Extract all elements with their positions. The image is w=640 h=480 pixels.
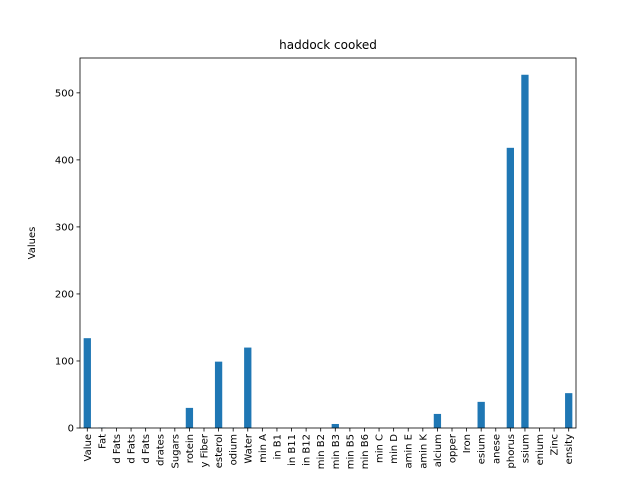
- x-tick-label-19: min B6: [360, 434, 371, 469]
- y-tick-label-2: 200: [55, 289, 74, 300]
- x-tick-label-6: Sugars: [170, 434, 181, 468]
- y-axis-label: Values: [27, 227, 38, 260]
- chart-title: haddock cooked: [279, 38, 377, 52]
- y-tick-label-3: 300: [55, 222, 74, 233]
- x-tick-label-15: in B12: [302, 434, 313, 466]
- bar-9: [214, 361, 223, 428]
- x-tick-label-27: esium: [477, 434, 488, 464]
- x-tick-label-12: min A: [258, 434, 269, 463]
- x-tick-label-11: Water: [243, 433, 254, 463]
- x-tick-label-10: odium: [229, 434, 240, 465]
- x-tick-label-3: d Fats: [127, 434, 138, 464]
- x-tick-label-21: min D: [389, 434, 400, 464]
- y-tick-label-4: 400: [55, 155, 74, 166]
- y-tick-label-0: 0: [68, 424, 74, 435]
- x-tick-label-1: Fat: [97, 434, 108, 449]
- x-tick-label-4: d Fats: [141, 434, 152, 464]
- y-tick-label-1: 100: [55, 356, 74, 367]
- x-tick-label-26: Iron: [462, 434, 473, 453]
- bar-7: [185, 407, 194, 428]
- x-tick-label-7: rotein: [185, 434, 196, 463]
- bar-0: [83, 338, 91, 428]
- x-tick-label-24: alcium: [433, 434, 444, 467]
- x-tick-label-16: min B2: [316, 434, 327, 469]
- x-tick-label-8: y Fiber: [200, 433, 211, 467]
- x-tick-label-31: enium: [535, 434, 546, 465]
- x-tick-label-17: min B3: [331, 434, 342, 469]
- bar-11: [244, 347, 252, 428]
- x-tick-label-33: ensity: [564, 434, 575, 464]
- x-tick-label-2: d Fats: [112, 434, 123, 464]
- x-tick-label-5: drates: [156, 434, 167, 466]
- bar-29: [506, 147, 514, 428]
- x-tick-label-29: phorus: [506, 434, 517, 468]
- plot-frame: [79, 57, 577, 429]
- x-tick-label-14: in B11: [287, 434, 298, 466]
- x-tick-label-25: opper: [448, 433, 459, 463]
- bar-27: [477, 401, 485, 428]
- x-tick-label-20: min C: [375, 434, 386, 463]
- x-tick-label-28: anese: [491, 434, 502, 464]
- x-axis: Value Fat d Fats d Fats d Fats drates Sugars ro…: [83, 428, 575, 469]
- bar-24: [433, 413, 442, 428]
- x-tick-label-13: in B1: [272, 434, 283, 460]
- x-tick-label-32: Zinc: [550, 434, 561, 455]
- x-tick-label-22: amin E: [404, 434, 415, 468]
- bars-group: [83, 74, 573, 428]
- x-tick-label-9: esterol: [214, 434, 225, 468]
- x-tick-label-0: Value: [83, 434, 94, 461]
- bar-30: [521, 74, 529, 428]
- x-tick-label-30: ssium: [520, 434, 531, 463]
- bar-33: [565, 393, 573, 428]
- x-tick-label-23: amin K: [418, 434, 429, 469]
- bar-17: [331, 423, 339, 428]
- y-tick-label-5: 500: [55, 88, 74, 99]
- y-axis: 0 100 200 300 400 500: [55, 88, 80, 435]
- x-tick-label-18: min B5: [345, 434, 356, 469]
